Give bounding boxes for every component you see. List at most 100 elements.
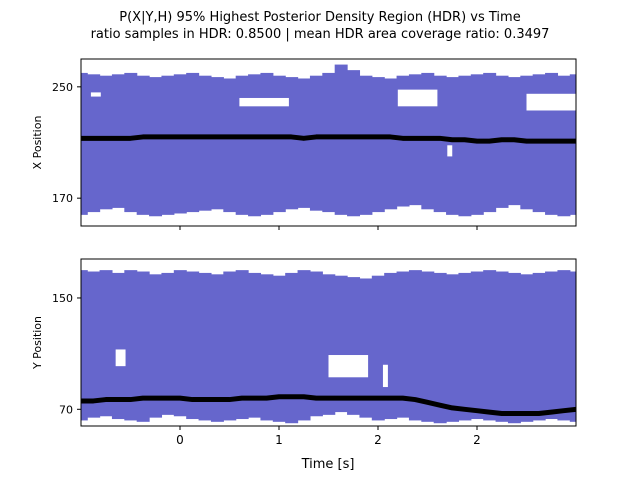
hdr-gap [447, 145, 453, 157]
hdr-column [384, 78, 398, 210]
hdr-column [124, 270, 138, 421]
axes-frame [80, 58, 577, 227]
hdr-column [285, 77, 299, 210]
hdr-column [210, 77, 224, 210]
hdr-column [458, 272, 472, 421]
hdr-column [210, 274, 224, 422]
y-position-axis-label: Y Position [31, 316, 44, 370]
hdr-column [149, 274, 163, 418]
hdr-column [81, 72, 88, 215]
x-tick-label: 2 [473, 433, 481, 447]
hdr-column [309, 271, 323, 417]
hdr-gap [115, 349, 126, 367]
hdr-column [99, 75, 113, 210]
hdr-column [173, 74, 187, 214]
hdr-column [334, 275, 348, 413]
hdr-column [322, 72, 336, 213]
hdr-column [297, 78, 311, 208]
hdr-column [359, 75, 373, 215]
hdr-column [248, 272, 262, 418]
hdr-column [557, 75, 571, 217]
hdr-column [111, 74, 125, 208]
hdr-column [81, 270, 88, 421]
hdr-column [470, 74, 484, 215]
hdr-column [260, 72, 274, 215]
hdr-column [347, 277, 361, 415]
hdr-gap [90, 92, 101, 97]
hdr-column [223, 78, 237, 213]
hdr-column [235, 270, 249, 420]
hdr-column [87, 271, 101, 418]
hdr-column [507, 272, 521, 424]
x-tick-label: 1 [275, 433, 283, 447]
x-position-panel: 250 170 X Position [31, 58, 577, 230]
hdr-column [161, 272, 175, 415]
hdr-column [334, 64, 348, 215]
hdr-column [396, 75, 410, 207]
hdr-column [161, 75, 175, 215]
hdr-column [545, 271, 559, 420]
hdr-column [532, 272, 546, 421]
hdr-column [371, 77, 385, 213]
hdr-column [483, 270, 497, 421]
hdr-gap [526, 93, 576, 111]
hdr-column [173, 270, 187, 417]
mean-trajectory-line [81, 394, 576, 416]
hdr-column [248, 74, 262, 217]
hdr-column [470, 271, 484, 420]
hdr-column [421, 271, 435, 422]
hdr-column [421, 72, 435, 210]
y-tick-label: 250 [52, 81, 73, 94]
hdr-column [396, 271, 410, 418]
hdr-column [569, 74, 576, 215]
hdr-column [198, 75, 212, 211]
hdr-column [495, 271, 509, 422]
hdr-column [408, 270, 422, 421]
hdr-gap [328, 355, 369, 378]
x-tick-label: 0 [176, 433, 184, 447]
x-axis-label: Time [s] [301, 457, 355, 472]
hdr-column [297, 270, 311, 421]
axes-frame [80, 258, 577, 427]
hdr-gap [382, 364, 388, 388]
hdr-column [260, 274, 274, 421]
hdr-column [235, 75, 249, 215]
hdr-column [285, 272, 299, 424]
y-tick-label: 70 [59, 403, 73, 416]
hdr-column [433, 75, 447, 213]
hdr-column [433, 272, 447, 424]
chart-subtitle: ratio samples in HDR: 0.8500 | mean HDR … [91, 27, 550, 42]
hdr-column [446, 77, 460, 215]
hdr-column [322, 274, 336, 415]
hdr-gap [239, 97, 289, 107]
hdr-column [347, 70, 361, 217]
hdr-column [557, 270, 571, 421]
hdr-column [111, 272, 125, 420]
hdr-column [272, 75, 286, 213]
hdr-column [99, 270, 113, 417]
hdr-column [186, 271, 200, 420]
y-position-panel: 150 70 Y Position 0 1 2 2 [31, 258, 577, 447]
y-tick-label: 170 [52, 192, 73, 205]
hdr-column [359, 278, 373, 418]
hdr-column [520, 274, 534, 422]
hdr-column [569, 271, 576, 422]
hdr-column [309, 75, 323, 211]
hdr-column [223, 271, 237, 421]
hdr-column [272, 275, 286, 422]
hdr-column [136, 75, 150, 215]
hdr-column [136, 271, 150, 422]
x-position-axis-label: X Position [31, 116, 44, 170]
hdr-column [371, 275, 385, 421]
hdr-column [446, 274, 460, 422]
hdr-column [186, 72, 200, 213]
hdr-gap [397, 89, 438, 107]
hdr-column [458, 75, 472, 217]
x-tick-label: 2 [374, 433, 382, 447]
hdr-column [149, 77, 163, 217]
hdr-column [124, 72, 138, 213]
plot-area [81, 64, 576, 217]
mean-trajectory-line [81, 134, 576, 144]
chart-title: P(X|Y,H) 95% Highest Posterior Density R… [119, 10, 520, 25]
